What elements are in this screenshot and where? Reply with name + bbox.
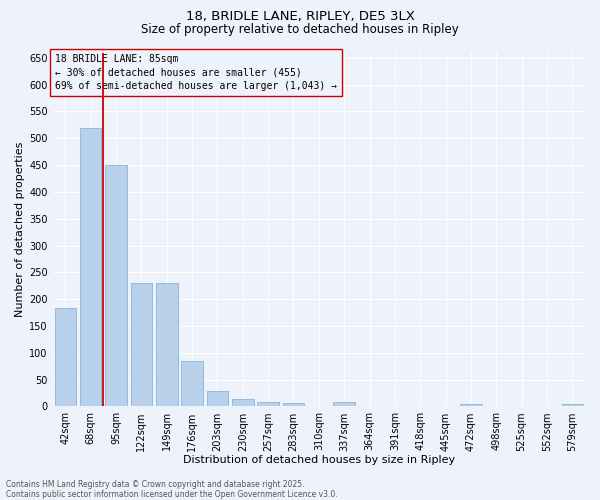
Bar: [55, 308, 76, 406]
Bar: [80, 128, 101, 406]
Text: Size of property relative to detached houses in Ripley: Size of property relative to detached ho…: [141, 22, 459, 36]
Text: Contains HM Land Registry data © Crown copyright and database right 2025.
Contai: Contains HM Land Registry data © Crown c…: [6, 480, 338, 499]
Bar: [257, 402, 279, 406]
Text: 18, BRIDLE LANE, RIPLEY, DE5 3LX: 18, BRIDLE LANE, RIPLEY, DE5 3LX: [185, 10, 415, 23]
Bar: [562, 404, 583, 406]
Bar: [181, 361, 203, 406]
Bar: [131, 283, 152, 406]
Bar: [232, 399, 254, 406]
Text: 18 BRIDLE LANE: 85sqm
← 30% of detached houses are smaller (455)
69% of semi-det: 18 BRIDLE LANE: 85sqm ← 30% of detached …: [55, 54, 337, 90]
Bar: [460, 404, 482, 406]
Bar: [206, 392, 228, 406]
Bar: [334, 402, 355, 406]
Bar: [105, 165, 127, 406]
Bar: [156, 283, 178, 406]
Y-axis label: Number of detached properties: Number of detached properties: [15, 142, 25, 317]
Bar: [283, 402, 304, 406]
X-axis label: Distribution of detached houses by size in Ripley: Distribution of detached houses by size …: [183, 455, 455, 465]
